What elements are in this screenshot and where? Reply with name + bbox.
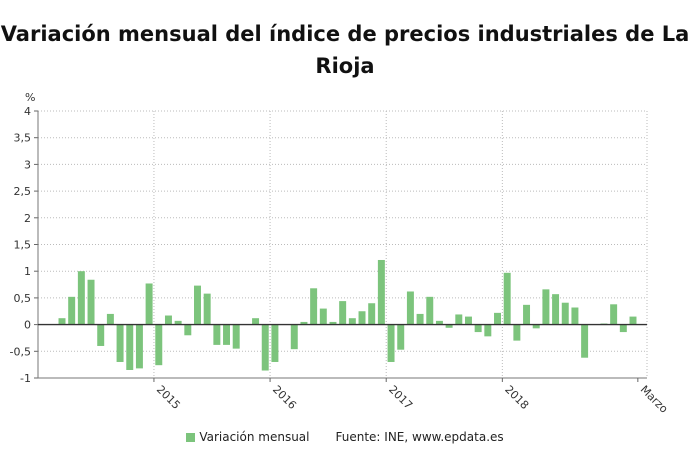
bar [464,316,472,325]
bar [358,311,366,325]
bar [329,321,337,325]
y-tick-label: 3,5 [14,132,32,145]
bar [126,324,134,370]
bar [610,304,618,325]
bar [232,324,240,349]
y-tick-label: 2,5 [14,185,32,198]
bar [542,289,550,325]
y-tick-label: 4 [24,105,31,118]
bar [513,324,521,341]
y-tick-label: 0,5 [14,292,32,305]
y-axis-unit-label: % [25,91,35,104]
bar [252,318,260,325]
x-tick-label: 2016 [270,383,299,412]
y-tick-label: 1,5 [14,239,32,252]
bar [223,324,231,345]
y-tick-label: 2 [24,212,31,225]
bar [261,324,269,371]
bar [503,272,511,325]
bar [213,324,221,345]
bar [532,324,540,329]
bar [164,315,172,325]
y-tick-label: 0 [24,319,31,332]
bar [145,283,153,325]
bar [339,301,347,325]
bar [619,324,627,333]
chart-title-line-2: Rioja [315,54,375,78]
bar [581,324,589,358]
y-tick-label: -0,5 [10,345,31,358]
x-tick-label: 2015 [154,383,183,412]
y-tick-label: 1 [24,265,31,278]
bar [310,288,318,325]
bar [552,294,560,325]
x-tick-label: 2018 [502,383,531,412]
bar [397,324,405,350]
bar [68,296,76,325]
bar [135,324,143,369]
legend-series-label: Variación mensual [199,430,310,444]
bar [435,320,443,325]
bar [368,303,376,325]
bar [58,318,66,325]
bar [494,312,501,325]
bar [184,324,192,336]
y-tick-label: 3 [24,158,31,171]
bar [290,324,298,350]
source-label: Fuente: INE, www.epdata.es [335,430,504,444]
bar [445,324,453,328]
bar [523,304,531,325]
bar [77,271,85,325]
legend-swatch [186,433,196,442]
bar [416,313,424,325]
chart-title: Variación mensual del índice de precios … [0,18,690,82]
bar [474,324,482,333]
bar [377,259,385,325]
chart-legend: Variación mensual Fuente: INE, www.epdata… [0,430,690,444]
bar [155,324,163,366]
bar [87,279,95,325]
bar [97,324,105,346]
bar [194,285,201,325]
bar [561,302,569,325]
bar [484,324,492,337]
bar [174,320,182,325]
y-tick-label: -1 [20,372,31,385]
bar [116,324,124,362]
bar [629,316,637,325]
bar [106,313,114,325]
bar [426,296,434,325]
bar [571,307,579,325]
bar [455,314,463,325]
bar [271,324,279,362]
bar [387,324,395,362]
x-tick-label: 2017 [386,383,415,412]
x-tick-label: Marzo [638,383,671,416]
bar [348,318,356,325]
bar [319,308,327,325]
bar [300,321,308,325]
bar [406,291,414,325]
chart-title-line-1: Variación mensual del índice de precios … [0,22,690,46]
bar [203,293,211,325]
